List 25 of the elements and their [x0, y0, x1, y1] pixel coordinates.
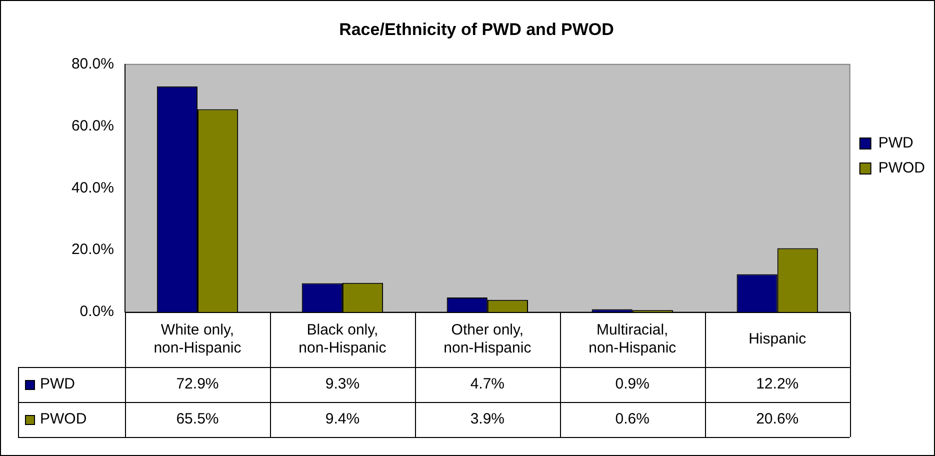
- x-tick-label: Other only, non-Hispanic: [444, 322, 532, 357]
- data-label: 20.6%: [756, 410, 799, 428]
- data-label: 65.5%: [176, 410, 219, 428]
- data-label: 12.2%: [756, 376, 799, 393]
- data-label: 72.9%: [176, 376, 219, 393]
- y-tick-label: 40.0%: [71, 179, 114, 196]
- data-label: 0.9%: [615, 376, 650, 393]
- y-tick-label: 0.0%: [80, 303, 114, 320]
- y-tick-label: 80.0%: [71, 56, 114, 73]
- x-tick-label: Multiracial, non-Hispanic: [588, 322, 677, 357]
- data-label: 3.9%: [470, 410, 505, 428]
- legend-label: PWD: [878, 134, 914, 152]
- legend-label: PWOD: [878, 160, 926, 177]
- data-label: 9.3%: [325, 376, 360, 393]
- chart-title: Race/Ethnicity of PWD and PWOD: [339, 20, 614, 39]
- y-tick-label: 20.0%: [71, 241, 114, 258]
- text: PWOD: [40, 410, 87, 428]
- data-label: 4.7%: [470, 376, 505, 393]
- x-tick-label: White only, non-Hispanic: [154, 322, 242, 357]
- data-label: 9.4%: [325, 410, 360, 428]
- y-tick-label: 60.0%: [71, 117, 114, 134]
- data-label: 0.6%: [615, 410, 650, 428]
- x-tick-label: Hispanic: [748, 330, 807, 348]
- text: PWD: [40, 376, 75, 393]
- x-tick-label: Black only, non-Hispanic: [298, 322, 387, 357]
